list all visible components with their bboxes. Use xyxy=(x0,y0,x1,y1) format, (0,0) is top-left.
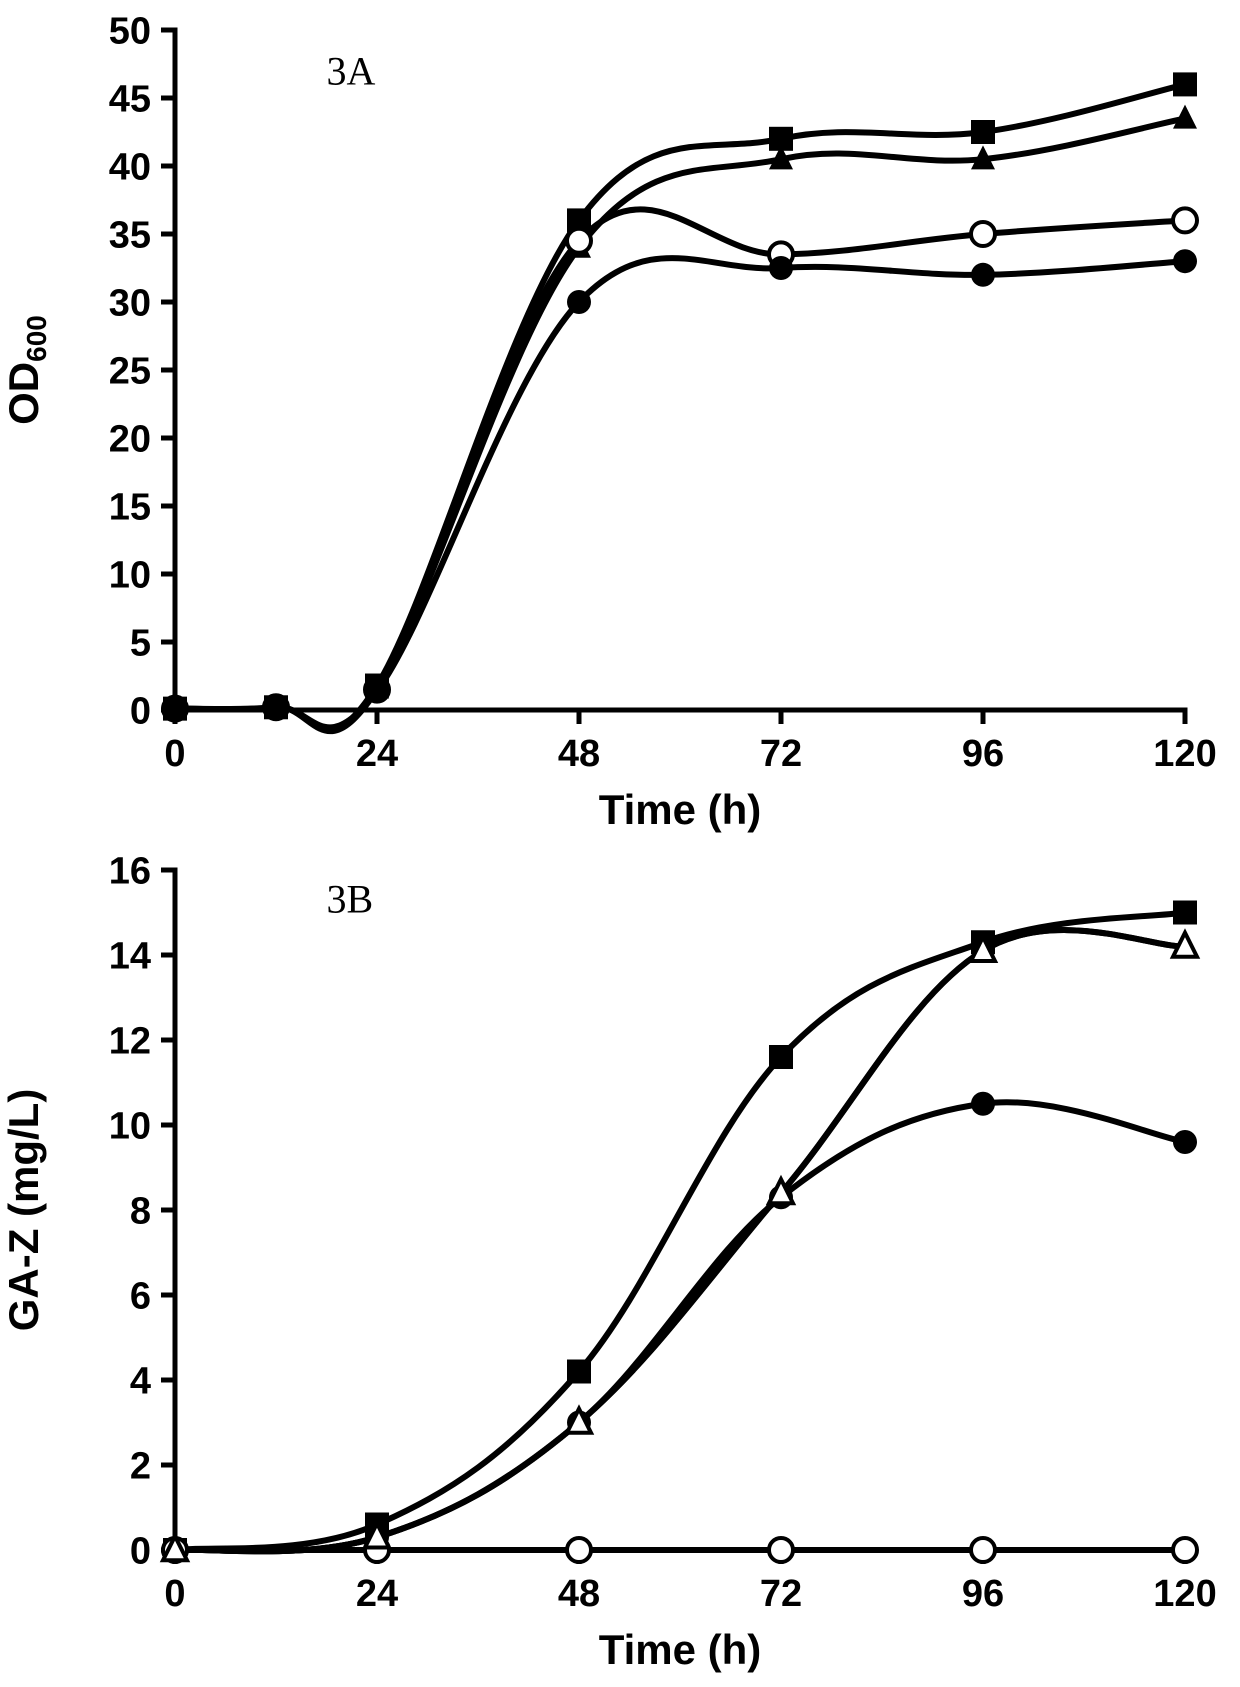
y-axis-label: OD600 xyxy=(0,315,52,425)
y-tick-label: 6 xyxy=(130,1275,151,1317)
y-tick-label: 12 xyxy=(109,1020,151,1062)
x-tick-label: 72 xyxy=(760,1573,802,1615)
panel-3b: 0244872961200246810121416Time (h)GA-Z (m… xyxy=(0,840,1240,1680)
chart-svg: 0244872961200246810121416Time (h)GA-Z (m… xyxy=(0,840,1240,1680)
figure-page: 02448729612005101520253035404550Time (h)… xyxy=(0,0,1240,1687)
series-line xyxy=(175,84,1185,729)
x-tick-label: 72 xyxy=(760,733,802,775)
panel-label: 3B xyxy=(327,877,374,922)
panel-3a: 0 24 48 72 96 120 0 5 10 15 20 25 30 35 40 45 50 Time (h)… xyxy=(0,0,1240,840)
x-axis-label: Time (h) xyxy=(599,786,762,833)
x-tick-label: 48 xyxy=(558,733,600,775)
y-tick-label: 0 xyxy=(130,690,151,732)
y-axis-label: GA-Z (mg/L) xyxy=(0,1089,47,1332)
x-tick-label: 96 xyxy=(962,733,1004,775)
x-tick-label: 0 xyxy=(164,1573,185,1615)
y-tick-label: 40 xyxy=(109,146,151,188)
y-tick-label: 30 xyxy=(109,282,151,324)
x-tick-label: 120 xyxy=(1153,733,1216,775)
y-tick-label: 4 xyxy=(130,1360,151,1402)
panel-label: 3A xyxy=(327,48,376,93)
series-line xyxy=(175,209,1185,731)
x-tick-label: 24 xyxy=(356,733,398,775)
y-tick-label: 10 xyxy=(109,554,151,596)
y-tick-label: 5 xyxy=(130,622,151,664)
y-tick-label: 0 xyxy=(130,1530,151,1572)
x-tick-label: 24 xyxy=(356,1573,398,1615)
y-tick-label: 8 xyxy=(130,1190,151,1232)
y-tick-label: 35 xyxy=(109,214,151,256)
y-tick-label: 2 xyxy=(130,1445,151,1487)
y-tick-label: 16 xyxy=(109,850,151,892)
y-tick-label: 15 xyxy=(109,486,151,528)
x-tick-label: 120 xyxy=(1153,1573,1216,1615)
y-tick-label: 45 xyxy=(109,78,151,120)
x-tick-label: 0 xyxy=(164,733,185,775)
series-line xyxy=(175,258,1185,727)
y-tick-label: 25 xyxy=(109,350,151,392)
y-tick-label: 50 xyxy=(109,10,151,52)
y-tick-label: 20 xyxy=(109,418,151,460)
series-line xyxy=(175,930,1185,1551)
series-line xyxy=(175,913,1185,1551)
x-tick-label: 48 xyxy=(558,1573,600,1615)
series-line xyxy=(175,118,1185,729)
y-tick-label: 14 xyxy=(109,935,151,977)
chart-svg: 0 24 48 72 96 120 0 5 10 15 20 25 30 35 40 45 50 Time (h)… xyxy=(0,0,1240,840)
y-tick-label: 10 xyxy=(109,1105,151,1147)
series-line xyxy=(175,1102,1185,1551)
x-tick-label: 96 xyxy=(962,1573,1004,1615)
series-line xyxy=(175,930,1185,1551)
x-axis-label: Time (h) xyxy=(599,1626,762,1673)
